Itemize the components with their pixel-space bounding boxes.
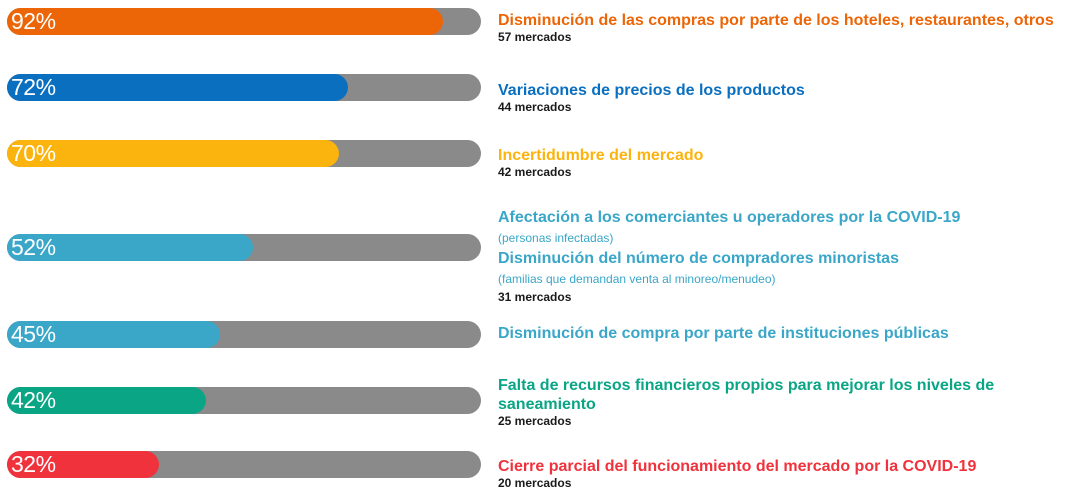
bar-value-label: 52% [11, 234, 56, 260]
market-count-label: 44 mercados [498, 100, 572, 114]
bar-description: Variaciones de precios de los productos 4… [498, 81, 1070, 114]
bar-track: 32% [7, 451, 481, 478]
category-label: Falta de recursos financieros propios pa… [498, 377, 995, 394]
bar-description: Afectación a los comerciantes u operador… [498, 208, 1070, 304]
bar-value-label: 42% [11, 387, 56, 413]
category-label: Afectación a los comerciantes u operador… [498, 209, 961, 226]
bar-description: Falta de recursos financieros propios pa… [498, 376, 1070, 428]
bar-description: Disminución de compra por parte de insti… [498, 324, 1070, 343]
category-note: (familias que demandan venta al minoreo/… [498, 272, 776, 286]
category-label: Disminución de compra por parte de insti… [498, 325, 949, 342]
bar-value-label: 32% [11, 451, 56, 477]
bar-fill [7, 451, 159, 478]
bar-value-label: 72% [11, 74, 56, 100]
bar-track: 92% [7, 8, 481, 35]
bar-value-label: 92% [11, 8, 56, 34]
bar-description: Disminución de las compras por parte de … [498, 11, 1070, 44]
market-count-label: 42 mercados [498, 165, 572, 179]
bar-track: 52% [7, 234, 481, 261]
category-label: saneamiento [498, 396, 596, 413]
market-count-label: 57 mercados [498, 30, 572, 44]
category-label: Disminución del número de compradores mi… [498, 250, 899, 267]
bar-value-label: 70% [11, 140, 56, 166]
category-label: Variaciones de precios de los productos [498, 82, 805, 99]
bar-fill [7, 321, 220, 348]
market-count-label: 25 mercados [498, 414, 572, 428]
bar-fill [7, 387, 206, 414]
market-count-label: 31 mercados [498, 290, 572, 304]
category-note: (personas infectadas) [498, 231, 614, 245]
bar-description: Cierre parcial del funcionamiento del me… [498, 457, 1070, 490]
bar-fill [7, 140, 339, 167]
bar-track: 70% [7, 140, 481, 167]
bar-description: Incertidumbre del mercado 42 mercados [498, 146, 1070, 179]
bar-track: 45% [7, 321, 481, 348]
category-label: Incertidumbre del mercado [498, 147, 704, 164]
market-count-label: 20 mercados [498, 476, 572, 490]
bar-fill [7, 74, 348, 101]
category-label: Cierre parcial del funcionamiento del me… [498, 458, 977, 475]
bar-value-label: 45% [11, 321, 56, 347]
bar-fill [7, 8, 443, 35]
category-label: Disminución de las compras por parte de … [498, 12, 1054, 29]
bar-fill [7, 234, 253, 261]
bar-track: 42% [7, 387, 481, 414]
bar-track: 72% [7, 74, 481, 101]
